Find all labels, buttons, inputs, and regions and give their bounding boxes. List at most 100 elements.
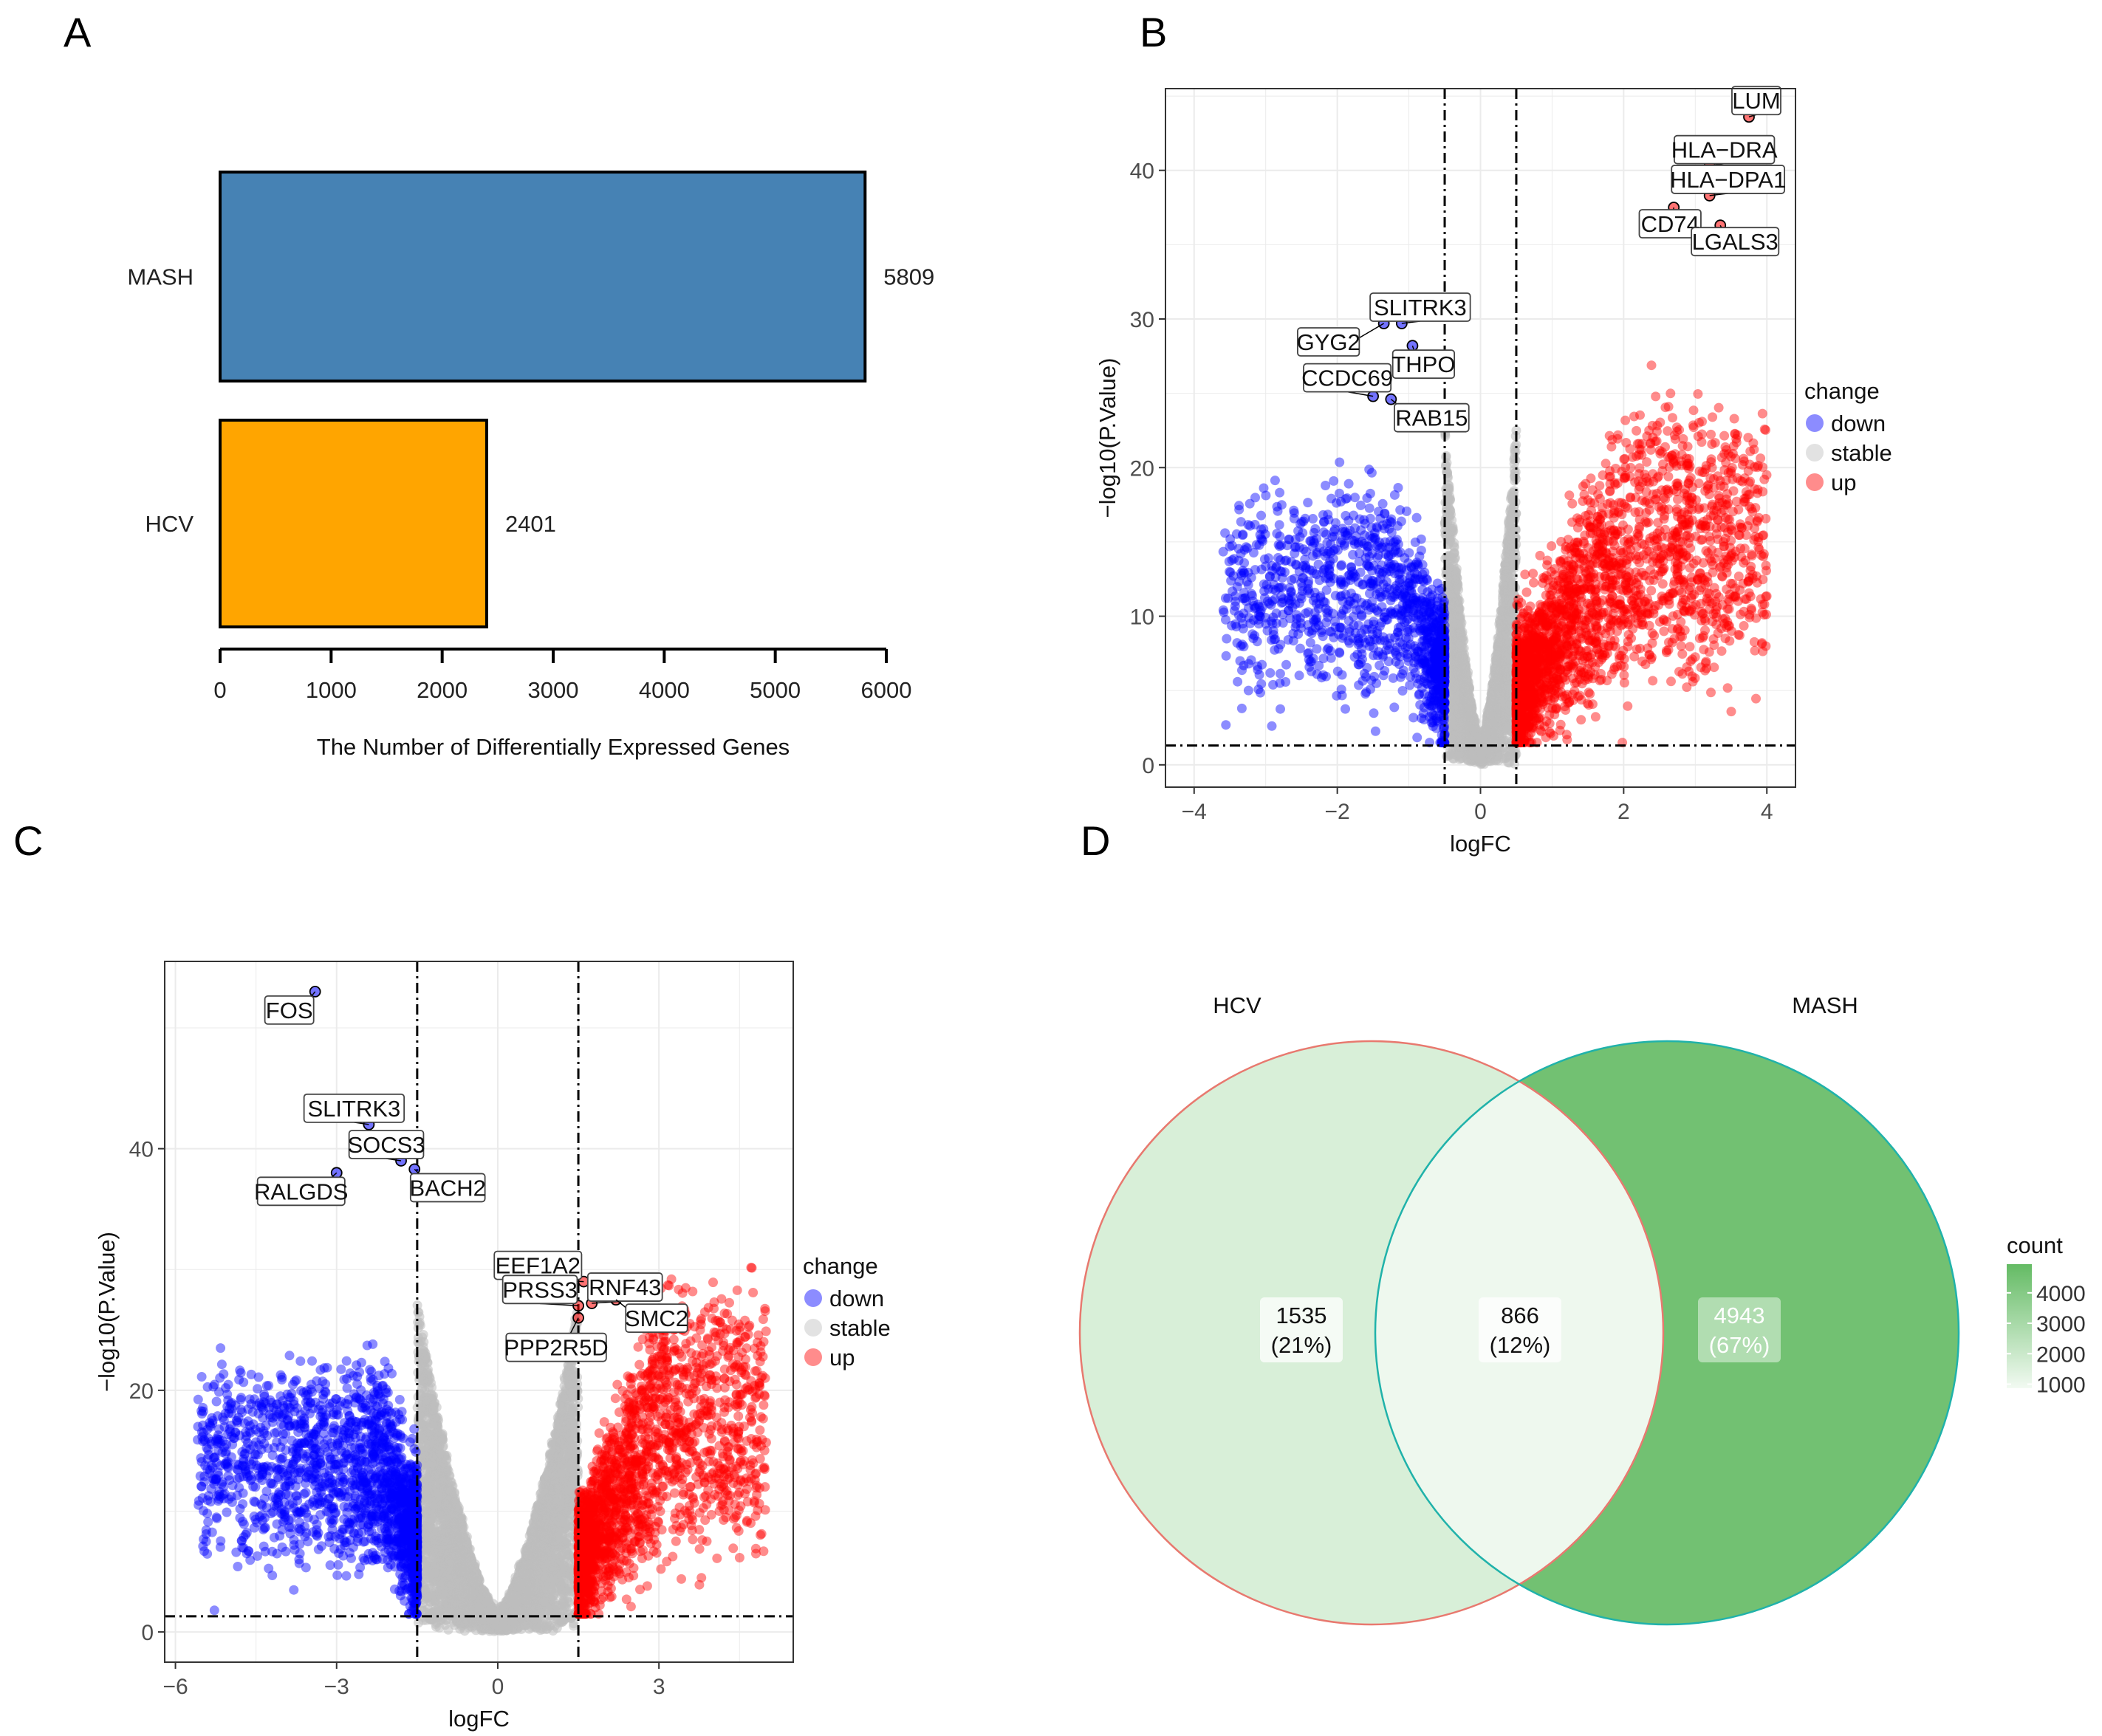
- data-point: [1336, 538, 1346, 548]
- data-point: [1404, 548, 1414, 558]
- data-point: [1452, 668, 1462, 679]
- data-point: [1267, 721, 1277, 731]
- data-point: [1298, 573, 1309, 583]
- data-point: [1324, 573, 1334, 583]
- bar-hcv: [219, 419, 488, 628]
- data-point: [1367, 624, 1377, 634]
- data-point: [1252, 637, 1262, 647]
- data-point: [1229, 554, 1239, 564]
- data-point: [1336, 560, 1346, 571]
- data-point: [1374, 587, 1385, 597]
- data-point: [1412, 733, 1423, 743]
- data-point: [1238, 619, 1247, 629]
- data-point: [1386, 559, 1396, 569]
- data-point: [1404, 577, 1414, 588]
- x-tick-label-5000: 5000: [750, 677, 801, 703]
- data-point: [1439, 603, 1448, 614]
- data-point: [1465, 734, 1476, 744]
- data-point: [1360, 600, 1371, 611]
- data-point: [1648, 676, 1658, 686]
- data-point: [1450, 578, 1460, 589]
- data-point: [1277, 583, 1287, 593]
- data-point: [1729, 414, 1739, 424]
- data-point: [1403, 633, 1414, 643]
- data-point: [1234, 504, 1245, 515]
- data-point: [1336, 576, 1346, 586]
- data-point: [1343, 515, 1354, 526]
- data-point: [1334, 629, 1344, 639]
- data-point: [1441, 450, 1451, 461]
- data-point: [1481, 729, 1491, 739]
- data-point: [1286, 587, 1296, 597]
- data-point: [1369, 671, 1380, 682]
- data-point: [1349, 611, 1359, 622]
- data-point: [1271, 608, 1281, 619]
- data-point: [1349, 572, 1359, 583]
- data-point: [1358, 654, 1367, 665]
- data-point: [1276, 566, 1287, 577]
- data-point: [1329, 526, 1339, 537]
- data-point: [1501, 725, 1511, 735]
- data-point: [1416, 534, 1426, 544]
- data-point: [1236, 703, 1247, 713]
- data-point: [1380, 549, 1391, 559]
- data-point: [1276, 704, 1285, 714]
- data-point: [1373, 564, 1383, 574]
- data-point: [1296, 594, 1307, 604]
- data-point: [1364, 503, 1374, 513]
- data-point: [1297, 582, 1307, 591]
- data-point: [1221, 651, 1231, 661]
- data-point: [1307, 625, 1318, 636]
- data-point: [1293, 526, 1304, 536]
- data-point: [1355, 500, 1366, 510]
- data-point: [1389, 702, 1400, 713]
- data-point: [1237, 639, 1247, 650]
- data-point: [1380, 509, 1390, 519]
- data-point: [1227, 620, 1237, 631]
- data-point: [1461, 680, 1471, 690]
- data-point: [1464, 690, 1474, 701]
- x-tick-label-0: 0: [213, 677, 226, 703]
- data-point: [1254, 670, 1264, 680]
- data-point: [1748, 438, 1759, 448]
- data-point: [1310, 593, 1321, 603]
- data-point: [1716, 646, 1727, 656]
- data-point: [1422, 679, 1432, 689]
- data-point: [1274, 520, 1284, 530]
- data-point: [1281, 677, 1291, 687]
- data-point: [1586, 473, 1596, 484]
- data-point: [1301, 563, 1311, 573]
- data-point: [1250, 493, 1260, 503]
- data-point: [1359, 515, 1369, 525]
- data-point: [1422, 635, 1432, 645]
- data-point: [1651, 391, 1661, 402]
- data-point: [1510, 453, 1519, 463]
- data-point: [1502, 747, 1513, 757]
- data-point: [1356, 525, 1366, 535]
- data-point: [1759, 424, 1770, 434]
- data-point: [1335, 457, 1345, 467]
- data-point: [1411, 651, 1421, 662]
- data-point: [1346, 562, 1357, 572]
- data-point: [1275, 487, 1285, 498]
- data-point: [1266, 616, 1276, 626]
- data-point: [1309, 569, 1319, 578]
- data-point: [1239, 608, 1249, 619]
- data-point: [1267, 596, 1278, 606]
- data-point: [1430, 662, 1440, 673]
- data-point: [1714, 402, 1724, 413]
- data-point: [1408, 713, 1419, 723]
- data-point: [1309, 527, 1319, 538]
- data-point: [1291, 560, 1301, 570]
- data-point: [1338, 596, 1348, 606]
- data-point: [1370, 726, 1380, 736]
- data-point: [1304, 662, 1315, 672]
- data-point: [1505, 504, 1516, 515]
- data-point: [1312, 669, 1322, 679]
- data-point: [1233, 543, 1244, 554]
- data-point: [1408, 622, 1419, 633]
- data-point: [1446, 553, 1456, 563]
- data-point: [1357, 536, 1367, 546]
